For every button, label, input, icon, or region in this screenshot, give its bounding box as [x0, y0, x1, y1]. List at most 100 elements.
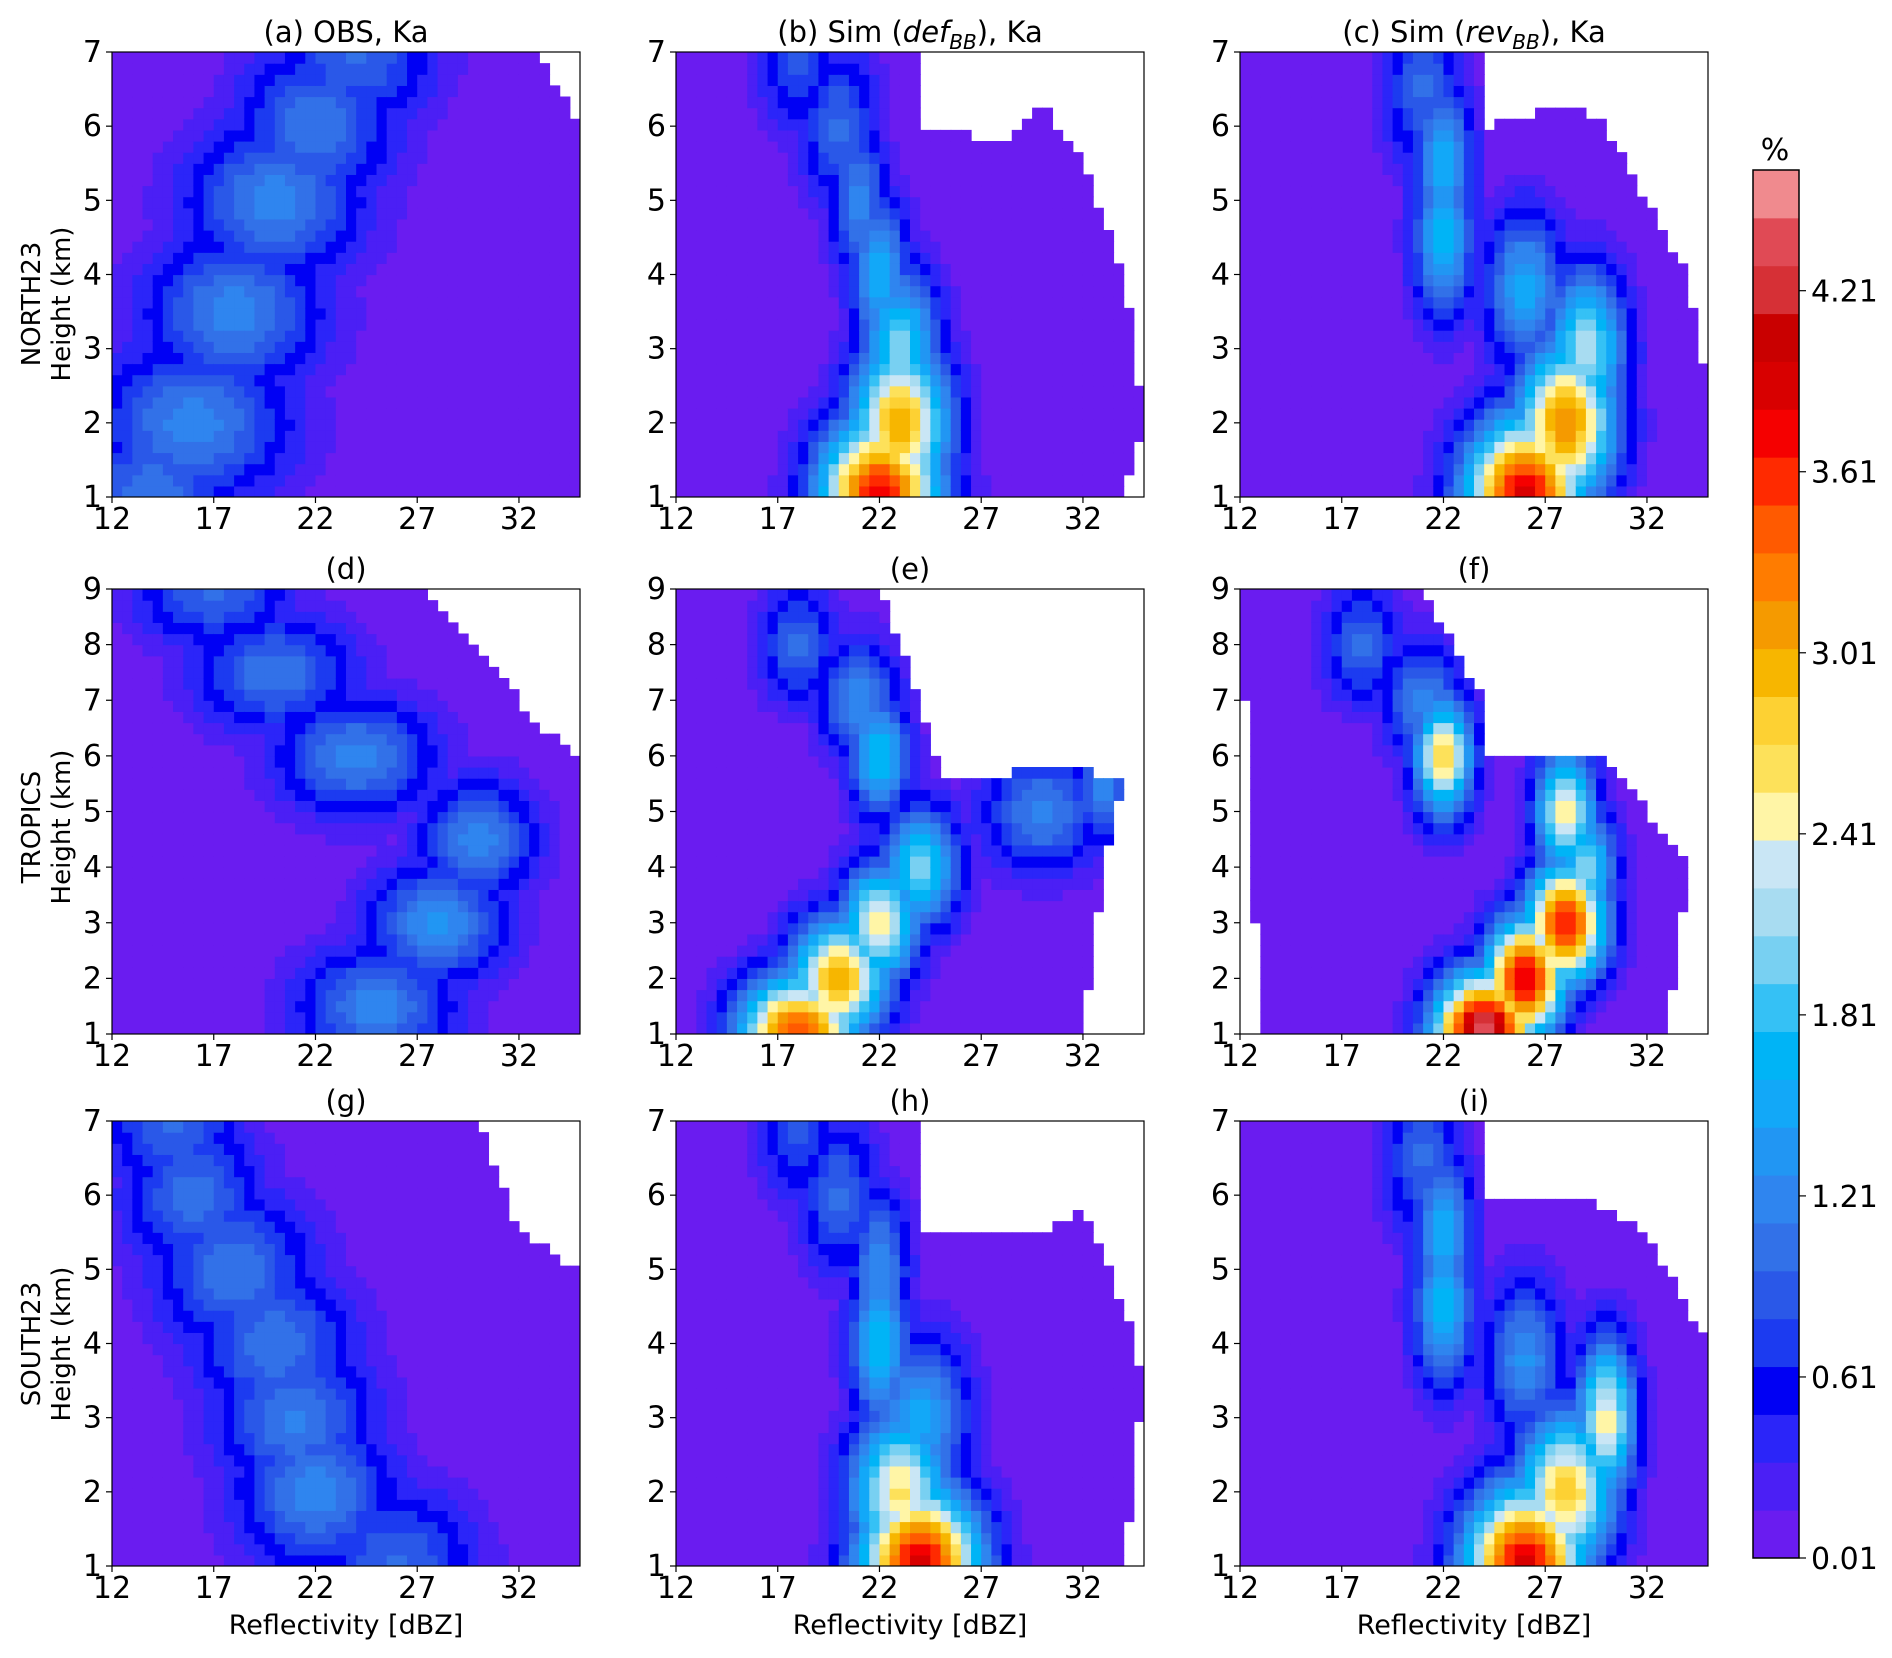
heatmap-cell	[1514, 441, 1526, 454]
heatmap-cell	[737, 218, 748, 231]
heatmap-cell	[1270, 441, 1282, 454]
heatmap-cell	[284, 452, 296, 465]
heatmap-cell	[1402, 252, 1414, 264]
heatmap-cell	[910, 452, 921, 465]
heatmap-cell	[1494, 485, 1506, 497]
heatmap-cell	[539, 129, 551, 142]
heatmap-cell	[910, 63, 921, 75]
heatmap-cell	[757, 196, 769, 209]
heatmap-cell	[437, 485, 449, 497]
heatmap-cell	[899, 207, 911, 220]
heatmap-cell	[1463, 263, 1475, 276]
heatmap-cell	[808, 441, 820, 454]
heatmap-cell	[726, 319, 738, 331]
heatmap-cell	[396, 174, 408, 187]
heatmap-cell	[879, 485, 891, 497]
heatmap-cell	[747, 341, 758, 353]
heatmap-cell	[1443, 207, 1455, 220]
heatmap-cell	[737, 129, 748, 142]
heatmap-cell	[1280, 485, 1292, 497]
heatmap-cell	[1524, 263, 1536, 276]
heatmap-cell	[183, 419, 194, 431]
heatmap-cell	[828, 352, 840, 365]
heatmap-cell	[777, 319, 789, 331]
heatmap-cell	[1290, 52, 1302, 64]
heatmap-cell	[930, 463, 942, 476]
heatmap-cell	[1321, 330, 1333, 342]
heatmap-cell	[930, 185, 942, 198]
heatmap-cell	[1311, 385, 1322, 398]
heatmap-cell	[1001, 152, 1013, 164]
heatmap-cell	[686, 85, 697, 98]
heatmap-cell	[1626, 296, 1638, 309]
heatmap-cell	[960, 252, 972, 264]
heatmap-cell	[818, 452, 830, 465]
heatmap-cell	[1494, 307, 1506, 320]
heatmap-cell	[676, 419, 687, 431]
heatmap-cell	[254, 352, 266, 365]
heatmap-cell	[696, 452, 708, 465]
heatmap-cell	[1290, 107, 1302, 120]
heatmap-cell	[1351, 463, 1363, 476]
heatmap-cell	[447, 74, 459, 86]
heatmap-cell	[726, 207, 738, 220]
heatmap-cell	[162, 107, 174, 120]
heatmap-cell	[376, 374, 388, 387]
heatmap-cell	[1331, 263, 1343, 276]
heatmap-cell	[848, 319, 860, 331]
heatmap-cell	[407, 374, 418, 387]
heatmap-cell	[696, 330, 708, 342]
heatmap-cell	[1311, 74, 1322, 86]
heatmap-cell	[132, 319, 144, 331]
heatmap-cell	[1555, 307, 1567, 320]
heatmap-cell	[315, 196, 327, 209]
heatmap-cell	[1082, 341, 1094, 353]
heatmap-cell	[1463, 141, 1475, 153]
heatmap-cell	[437, 307, 449, 320]
heatmap-cell	[407, 174, 418, 187]
heatmap-cell	[254, 241, 266, 253]
heatmap-cell	[1351, 230, 1363, 242]
heatmap-cell	[1585, 363, 1597, 376]
heatmap-cell	[676, 463, 687, 476]
heatmap-cell	[1463, 385, 1475, 398]
heatmap-cell	[1270, 218, 1282, 231]
heatmap-cell	[1331, 352, 1343, 365]
heatmap-cell	[417, 430, 428, 442]
heatmap-cell	[457, 85, 469, 98]
heatmap-cell	[676, 52, 687, 64]
heatmap-cell	[1372, 441, 1384, 454]
heatmap-cell	[407, 185, 418, 198]
heatmap-cell	[828, 441, 840, 454]
heatmap-cell	[1001, 441, 1013, 454]
heatmap-cell	[716, 230, 728, 242]
heatmap-cell	[356, 274, 367, 287]
heatmap-cell	[529, 218, 540, 231]
heatmap-cell	[356, 107, 367, 120]
heatmap-cell	[335, 74, 347, 86]
heatmap-cell	[1565, 441, 1577, 454]
heatmap-cell	[203, 174, 215, 187]
heatmap-cell	[1113, 441, 1125, 454]
heatmap-cell	[1484, 463, 1495, 476]
heatmap-cell	[346, 330, 357, 342]
heatmap-cell	[223, 463, 235, 476]
heatmap-cell	[132, 485, 144, 497]
heatmap-cell	[478, 452, 490, 465]
heatmap-cell	[498, 330, 510, 342]
heatmap-cell	[920, 207, 931, 220]
heatmap-cell	[417, 474, 428, 487]
heatmap-cell	[1382, 463, 1394, 476]
heatmap-cell	[910, 330, 921, 342]
heatmap-cell	[457, 207, 469, 220]
heatmap-cell	[335, 307, 347, 320]
heatmap-cell	[787, 252, 799, 264]
heatmap-cell	[1321, 363, 1333, 376]
heatmap-cell	[1545, 174, 1556, 187]
heatmap-cell	[1021, 419, 1033, 431]
heatmap-cell	[767, 263, 779, 276]
heatmap-cell	[950, 352, 962, 365]
heatmap-cell	[1575, 152, 1587, 164]
heatmap-cell	[346, 241, 357, 253]
heatmap-cell	[1280, 396, 1292, 409]
